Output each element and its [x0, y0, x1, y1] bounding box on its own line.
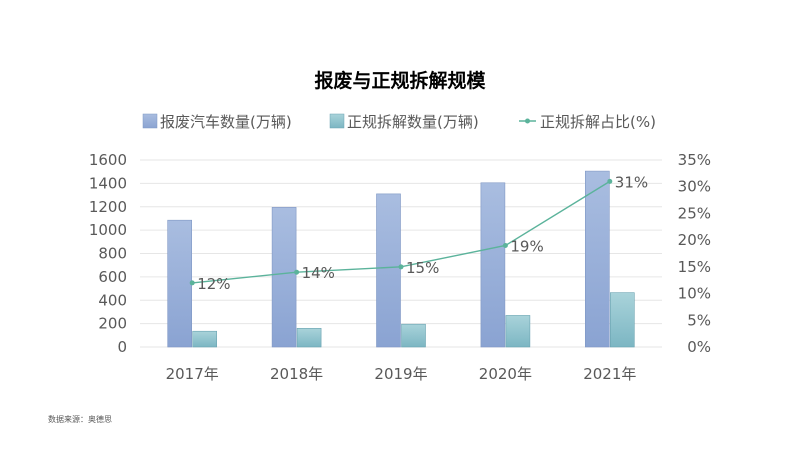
bar-series-1 — [505, 315, 531, 348]
y-right-tick-label: 15% — [678, 258, 711, 276]
y-left-tick-label: 1600 — [89, 151, 127, 169]
y-right-tick-label: 10% — [678, 285, 711, 303]
y-axis-left: 0 200 400 600 800 1000 1200 1400 1600 — [89, 151, 127, 356]
x-tick-label: 2017年 — [166, 365, 219, 383]
line-series: 12% 14% 15% 19% 31% — [189, 173, 648, 293]
data-label: 12% — [197, 275, 230, 293]
y-axis-right: 0% 5% 10% 15% 20% 25% 30% 35% — [678, 151, 711, 356]
y-right-tick-label: 20% — [678, 231, 711, 249]
legend-label-series-2: 正规拆解占比(%) — [540, 113, 656, 131]
bar-series-1 — [192, 330, 217, 348]
bar-series-0 — [271, 207, 297, 348]
legend-label-series-1: 正规拆解数量(万辆) — [347, 113, 479, 131]
legend-label-series-0: 报废汽车数量(万辆) — [160, 113, 292, 131]
y-left-tick-label: 1400 — [89, 174, 127, 192]
legend-swatch-series-1 — [329, 113, 345, 129]
y-right-tick-label: 0% — [687, 338, 711, 356]
bar-series-1 — [609, 292, 635, 348]
data-label: 31% — [615, 173, 648, 191]
source-note: 数据来源：奥德思 — [48, 415, 112, 424]
line-point — [607, 178, 613, 184]
bar-series-0 — [167, 219, 192, 348]
bar-series-0 — [376, 193, 401, 348]
y-left-tick-label: 1000 — [89, 221, 127, 239]
y-left-tick-label: 0 — [117, 338, 127, 356]
y-right-tick-label: 30% — [678, 178, 711, 196]
bar-series-0 — [480, 182, 506, 348]
legend: 报废汽车数量(万辆) 正规拆解数量(万辆) 正规拆解占比(%) — [142, 113, 656, 131]
x-axis: 2017年 2018年 2019年 2020年 2021年 — [166, 365, 637, 383]
y-left-tick-label: 400 — [98, 291, 127, 309]
data-label: 14% — [302, 264, 335, 282]
y-left-tick-label: 600 — [98, 268, 127, 286]
data-label: 19% — [510, 237, 543, 255]
y-left-tick-label: 1200 — [89, 198, 127, 216]
line-point — [189, 280, 195, 286]
data-label: 15% — [406, 259, 439, 277]
x-tick-label: 2021年 — [583, 365, 636, 383]
y-right-tick-label: 5% — [687, 311, 711, 329]
x-tick-label: 2018年 — [270, 365, 323, 383]
y-left-tick-label: 800 — [98, 245, 127, 263]
line-point — [294, 269, 300, 275]
chart-title: 报废与正规拆解规模 — [314, 69, 486, 92]
line-point — [502, 242, 508, 248]
y-left-tick-label: 200 — [98, 315, 127, 333]
legend-swatch-series-0 — [142, 113, 158, 129]
legend-marker-series-2 — [525, 118, 530, 124]
bar-series-1 — [401, 323, 426, 348]
gridlines — [140, 159, 662, 348]
y-right-tick-label: 25% — [678, 204, 711, 222]
line-point — [398, 264, 404, 270]
x-tick-label: 2019年 — [374, 365, 427, 383]
bars — [167, 170, 635, 348]
bar-series-0 — [584, 170, 610, 348]
bar-series-1 — [296, 327, 322, 348]
y-right-tick-label: 35% — [678, 151, 711, 169]
x-tick-label: 2020年 — [479, 365, 532, 383]
